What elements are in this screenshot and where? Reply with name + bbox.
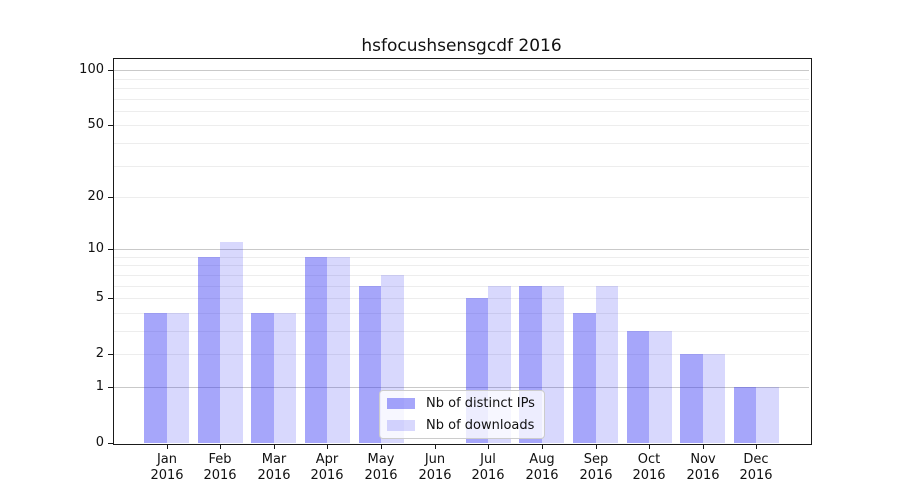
- bar-distinct-ips: [733, 386, 757, 443]
- y-tick-label: 100: [79, 62, 104, 77]
- y-tick-label: 2: [95, 346, 104, 361]
- legend-label: Nb of downloads: [426, 417, 535, 433]
- y-major-gridline: [114, 249, 809, 250]
- bar-distinct-ips: [144, 312, 167, 443]
- y-minor-gridline: [114, 275, 809, 276]
- x-tick-mark: [542, 444, 543, 449]
- bar-distinct-ips: [251, 312, 274, 443]
- legend-row: Nb of downloads: [387, 418, 534, 434]
- bar-downloads: [166, 312, 190, 443]
- x-tick-mark: [381, 444, 382, 449]
- x-tick-label: Dec 2016: [739, 452, 773, 483]
- y-tick-mark: [108, 354, 113, 355]
- y-tick-label: 20: [87, 189, 104, 204]
- x-tick-mark: [167, 444, 168, 449]
- y-tick-label: 0: [95, 435, 104, 450]
- bar-distinct-ips: [358, 285, 382, 443]
- x-tick-label: Sep 2016: [579, 452, 613, 483]
- y-major-gridline: [114, 387, 809, 388]
- x-tick-label: Jul 2016: [471, 452, 505, 483]
- y-tick-mark: [108, 443, 113, 444]
- x-tick-mark: [220, 444, 221, 449]
- y-tick-mark: [108, 125, 113, 126]
- x-tick-mark: [649, 444, 650, 449]
- y-tick-mark: [108, 298, 113, 299]
- y-major-gridline: [114, 70, 809, 71]
- bar-distinct-ips: [304, 256, 328, 443]
- y-minor-gridline: [114, 354, 809, 355]
- bar-distinct-ips: [626, 330, 650, 443]
- legend-swatch: [387, 398, 415, 409]
- y-minor-gridline: [114, 298, 809, 299]
- x-tick-label: Aug 2016: [525, 452, 559, 483]
- y-tick-mark: [108, 197, 113, 198]
- y-minor-gridline: [114, 88, 809, 89]
- x-tick-mark: [596, 444, 597, 449]
- y-minor-gridline: [114, 111, 809, 112]
- x-tick-label: Jan 2016: [150, 452, 184, 483]
- x-tick-mark: [274, 444, 275, 449]
- y-minor-gridline: [114, 99, 809, 100]
- bar-downloads: [327, 256, 350, 443]
- y-minor-gridline: [114, 166, 809, 167]
- chart-title: hsfocushsensgcdf 2016: [361, 36, 562, 56]
- legend-swatch: [387, 420, 415, 431]
- bar-downloads: [541, 285, 565, 443]
- y-minor-gridline: [114, 143, 809, 144]
- y-tick-mark: [108, 249, 113, 250]
- y-tick-label: 50: [87, 117, 104, 132]
- bar-downloads: [649, 330, 672, 443]
- bar-downloads: [595, 285, 619, 443]
- x-tick-label: May 2016: [364, 452, 398, 483]
- x-tick-label: Apr 2016: [310, 452, 344, 483]
- y-minor-gridline: [114, 125, 809, 126]
- x-tick-label: Nov 2016: [686, 452, 720, 483]
- y-tick-label: 5: [95, 290, 104, 305]
- x-tick-label: Mar 2016: [257, 452, 291, 483]
- x-tick-mark: [756, 444, 757, 449]
- x-tick-label: Oct 2016: [632, 452, 666, 483]
- bar-downloads: [220, 242, 243, 443]
- y-minor-gridline: [114, 197, 809, 198]
- x-tick-mark: [488, 444, 489, 449]
- bar-downloads: [702, 354, 726, 443]
- y-minor-gridline: [114, 265, 809, 266]
- y-minor-gridline: [114, 79, 809, 80]
- x-tick-mark: [435, 444, 436, 449]
- y-tick-label: 10: [87, 241, 104, 256]
- x-tick-label: Jun 2016: [418, 452, 452, 483]
- y-tick-mark: [108, 387, 113, 388]
- x-tick-label: Feb 2016: [203, 452, 237, 483]
- legend: Nb of distinct IPs Nb of downloads: [379, 390, 545, 439]
- y-minor-gridline: [114, 331, 809, 332]
- y-tick-mark: [108, 70, 113, 71]
- bar-distinct-ips: [197, 256, 221, 443]
- y-minor-gridline: [114, 286, 809, 287]
- legend-row: Nb of distinct IPs: [387, 395, 535, 412]
- y-minor-gridline: [114, 257, 809, 258]
- y-tick-label: 1: [95, 379, 104, 394]
- bar-downloads: [756, 386, 779, 443]
- x-tick-mark: [703, 444, 704, 449]
- legend-label: Nb of distinct IPs: [426, 395, 535, 411]
- bar-distinct-ips: [680, 354, 703, 443]
- y-minor-gridline: [114, 313, 809, 314]
- bar-downloads: [273, 312, 297, 443]
- bar-distinct-ips: [573, 312, 596, 443]
- x-tick-mark: [327, 444, 328, 449]
